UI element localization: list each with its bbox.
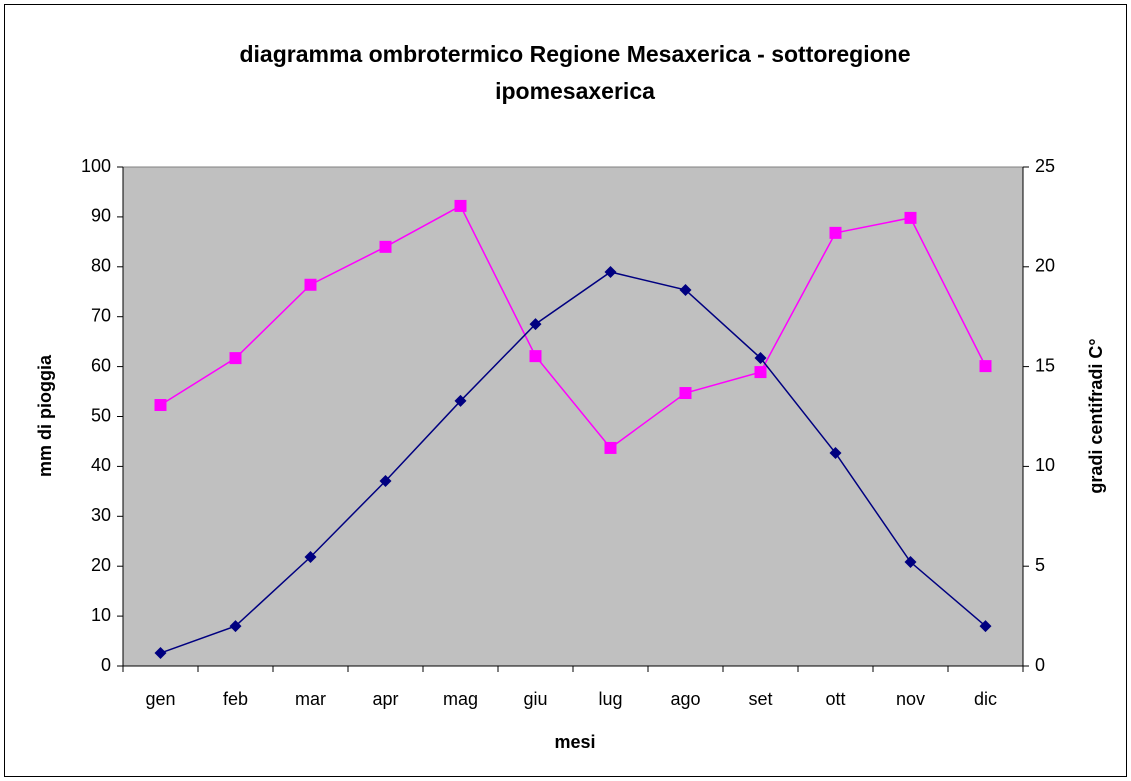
marker [154, 647, 167, 660]
marker [754, 352, 767, 365]
y-tick-label: 80 [91, 256, 111, 276]
y2-tick-label: 10 [1035, 455, 1055, 475]
y-tick-label: 0 [101, 655, 111, 675]
x-tick-label: nov [896, 689, 925, 709]
marker [304, 551, 317, 564]
marker [754, 366, 767, 379]
marker [604, 265, 617, 278]
x-tick-label: mar [295, 689, 326, 709]
marker [454, 394, 467, 407]
x-tick-label: ago [670, 689, 700, 709]
y-tick-label: 60 [91, 355, 111, 375]
x-tick-label: giu [523, 689, 547, 709]
marker [229, 352, 242, 365]
marker [379, 240, 392, 253]
y-tick-label: 90 [91, 206, 111, 226]
x-tick-label: dic [974, 689, 997, 709]
y2-tick-label: 5 [1035, 555, 1045, 575]
y2-axis-label: gradi centifradi C° [1086, 338, 1106, 493]
y2-tick-label: 0 [1035, 655, 1045, 675]
marker [304, 278, 317, 291]
marker [979, 620, 992, 633]
marker [379, 474, 392, 487]
series-line [160, 204, 987, 449]
y2-tick-label: 15 [1035, 355, 1055, 375]
chart-title: diagramma ombrotermico Regione Mesaxeric… [239, 41, 910, 67]
y-tick-label: 70 [91, 305, 111, 325]
marker [604, 441, 617, 454]
y-tick-label: 100 [81, 156, 111, 176]
marker [229, 620, 242, 633]
y-tick-label: 50 [91, 405, 111, 425]
y-tick-label: 10 [91, 605, 111, 625]
x-tick-label: mag [443, 689, 478, 709]
marker [829, 226, 842, 239]
y2-tick-label: 20 [1035, 256, 1055, 276]
marker [529, 350, 542, 363]
marker [829, 447, 842, 460]
x-tick-label: ott [825, 689, 845, 709]
marker [529, 318, 542, 331]
marker [679, 387, 692, 400]
y2-tick-label: 25 [1035, 156, 1055, 176]
x-tick-label: lug [598, 689, 622, 709]
y-tick-label: 40 [91, 455, 111, 475]
y-axis-label: mm di pioggia [35, 354, 55, 477]
plot-area [122, 166, 1024, 667]
x-tick-label: set [748, 689, 772, 709]
marker [979, 360, 992, 373]
x-tick-label: feb [223, 689, 248, 709]
x-tick-label: apr [372, 689, 398, 709]
marker [454, 199, 467, 212]
chart-title: ipomesaxerica [495, 78, 655, 104]
marker [904, 211, 917, 224]
y-tick-label: 30 [91, 505, 111, 525]
x-tick-label: gen [145, 689, 175, 709]
y-tick-label: 20 [91, 555, 111, 575]
series-line [160, 271, 986, 654]
x-axis-label: mesi [554, 732, 595, 752]
marker [904, 556, 917, 569]
marker [154, 399, 167, 412]
marker [679, 283, 692, 296]
